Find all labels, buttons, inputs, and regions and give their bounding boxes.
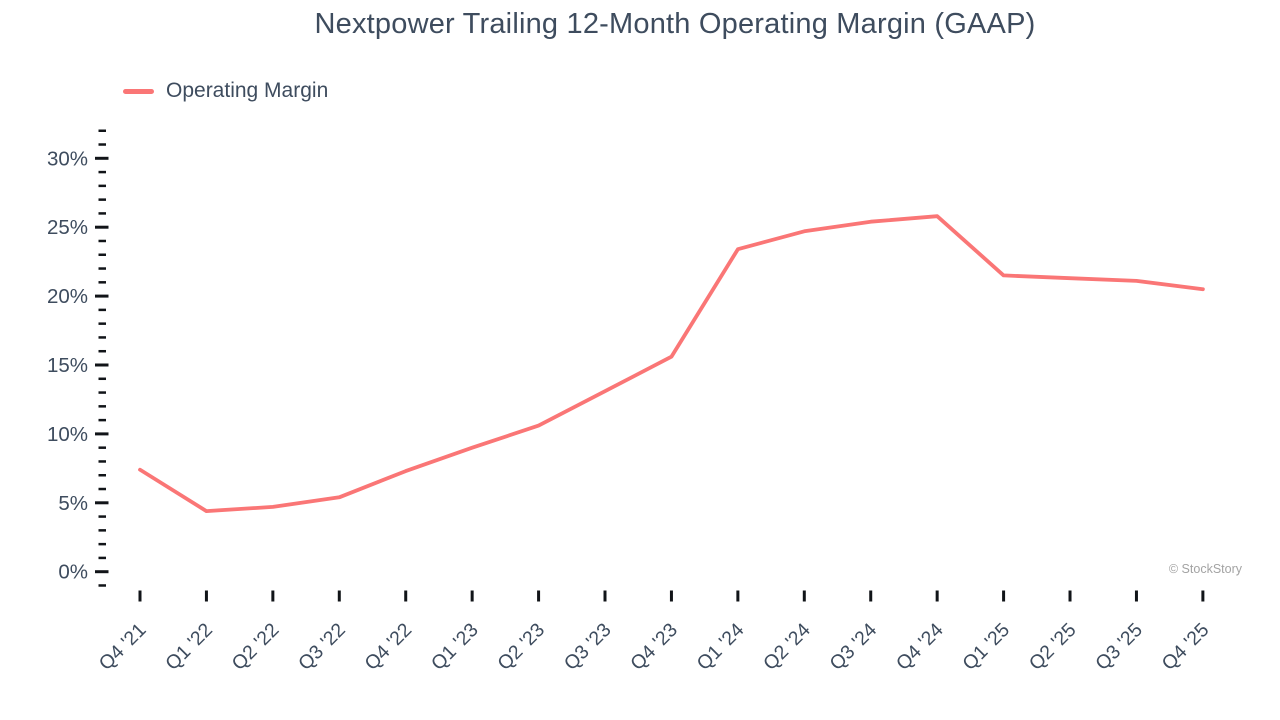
- x-axis-tick-label: Q2 '24: [759, 619, 815, 675]
- x-axis-tick-label: Q1 '24: [693, 619, 749, 675]
- x-axis-tick-label: Q4 '22: [361, 619, 417, 675]
- y-axis-tick-label: 15%: [47, 354, 88, 377]
- x-axis-tick-label: Q4 '21: [95, 619, 151, 675]
- x-axis-tick-label: Q2 '25: [1025, 619, 1081, 675]
- x-axis-ticks: [138, 590, 1205, 602]
- x-axis-tick-label: Q3 '25: [1091, 619, 1147, 675]
- x-axis-tick-label: Q1 '23: [427, 619, 483, 675]
- x-axis-tick-label: Q3 '24: [826, 619, 882, 675]
- legend-line-swatch: [123, 88, 154, 94]
- y-axis-tick-label: 10%: [47, 423, 88, 446]
- x-axis-tick-label: Q1 '22: [161, 619, 217, 675]
- legend-item-operating-margin[interactable]: Operating Margin: [123, 79, 328, 103]
- y-axis-tick-label: 5%: [58, 492, 88, 515]
- y-axis-tick-label: 25%: [47, 216, 88, 239]
- chart-title: Nextpower Trailing 12-Month Operating Ma…: [314, 8, 1036, 40]
- series-line-operating-margin[interactable]: [138, 214, 1205, 514]
- x-axis-tick-label: Q2 '22: [228, 619, 284, 675]
- y-axis-labels: 0% 5% 10% 15% 20% 25% 30%: [47, 147, 88, 583]
- x-axis-tick-label: Q2 '23: [493, 619, 549, 675]
- y-axis-tick-label: 30%: [47, 147, 88, 170]
- y-axis-tick-label: 0%: [58, 561, 88, 584]
- y-axis-tick-label: 20%: [47, 285, 88, 308]
- x-axis-tick-label: Q4 '25: [1158, 619, 1214, 675]
- x-axis-tick-label: Q3 '22: [294, 619, 350, 675]
- x-axis-tick-label: Q4 '23: [626, 619, 682, 675]
- x-axis-tick-label: Q3 '23: [560, 619, 616, 675]
- watermark-credit: © StockStory: [1168, 562, 1242, 576]
- x-axis-labels: Q4 '21 Q1 '22 Q2 '22 Q3 '22 Q4 '22 Q1 '23 Q2 '…: [95, 619, 1214, 675]
- legend-label: Operating Margin: [166, 79, 329, 102]
- y-axis-ticks: [95, 129, 109, 587]
- x-axis-tick-label: Q4 '24: [892, 619, 948, 675]
- x-axis-tick-label: Q1 '25: [958, 619, 1014, 675]
